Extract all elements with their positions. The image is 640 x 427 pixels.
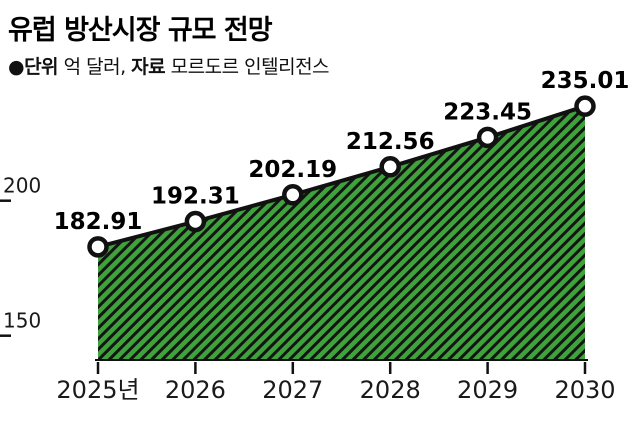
x-axis-label: 2028 bbox=[360, 376, 421, 404]
x-axis-label: 2025년 bbox=[56, 376, 139, 404]
source-label: 자료 bbox=[131, 56, 166, 78]
x-axis-label: 2027 bbox=[262, 376, 323, 404]
data-point bbox=[574, 95, 596, 117]
data-point bbox=[282, 184, 304, 206]
area-fill-group bbox=[98, 106, 585, 360]
axis-group: 2025년 2026 2027 2028 2029 2030 200 150 bbox=[0, 174, 616, 404]
value-label: 192.31 bbox=[151, 183, 240, 209]
y-axis-label: 150 bbox=[3, 309, 41, 333]
value-label: 235.01 bbox=[541, 68, 630, 94]
value-label: 182.91 bbox=[54, 209, 143, 235]
chart-subtitle: ●단위 억 달러, 자료 모르도르 인텔리전스 bbox=[8, 52, 330, 79]
source-value: 모르도르 인텔리전스 bbox=[165, 56, 330, 78]
area-fill-shape bbox=[98, 106, 585, 360]
value-labels-group: 182.91 192.31 202.19 212.56 223.45 235.01 bbox=[54, 68, 630, 235]
value-label: 212.56 bbox=[346, 129, 435, 155]
data-point bbox=[184, 210, 207, 233]
data-point bbox=[87, 236, 109, 258]
x-axis-label: 2030 bbox=[554, 376, 615, 404]
page-title: 유럽 방산시장 규모 전망 bbox=[8, 15, 273, 46]
value-label: 202.19 bbox=[248, 157, 337, 183]
trend-line bbox=[97, 104, 586, 249]
data-point bbox=[476, 126, 499, 149]
trend-line-group bbox=[97, 104, 586, 249]
unit-label: ●단위 bbox=[8, 56, 59, 78]
data-point bbox=[379, 156, 401, 178]
x-axis-label: 2029 bbox=[457, 376, 518, 404]
x-axis-label: 2026 bbox=[165, 376, 226, 404]
unit-value: 억 달러, bbox=[58, 56, 132, 78]
value-label: 223.45 bbox=[443, 99, 532, 125]
y-axis-label: 200 bbox=[3, 174, 41, 198]
data-points-group bbox=[87, 95, 596, 258]
